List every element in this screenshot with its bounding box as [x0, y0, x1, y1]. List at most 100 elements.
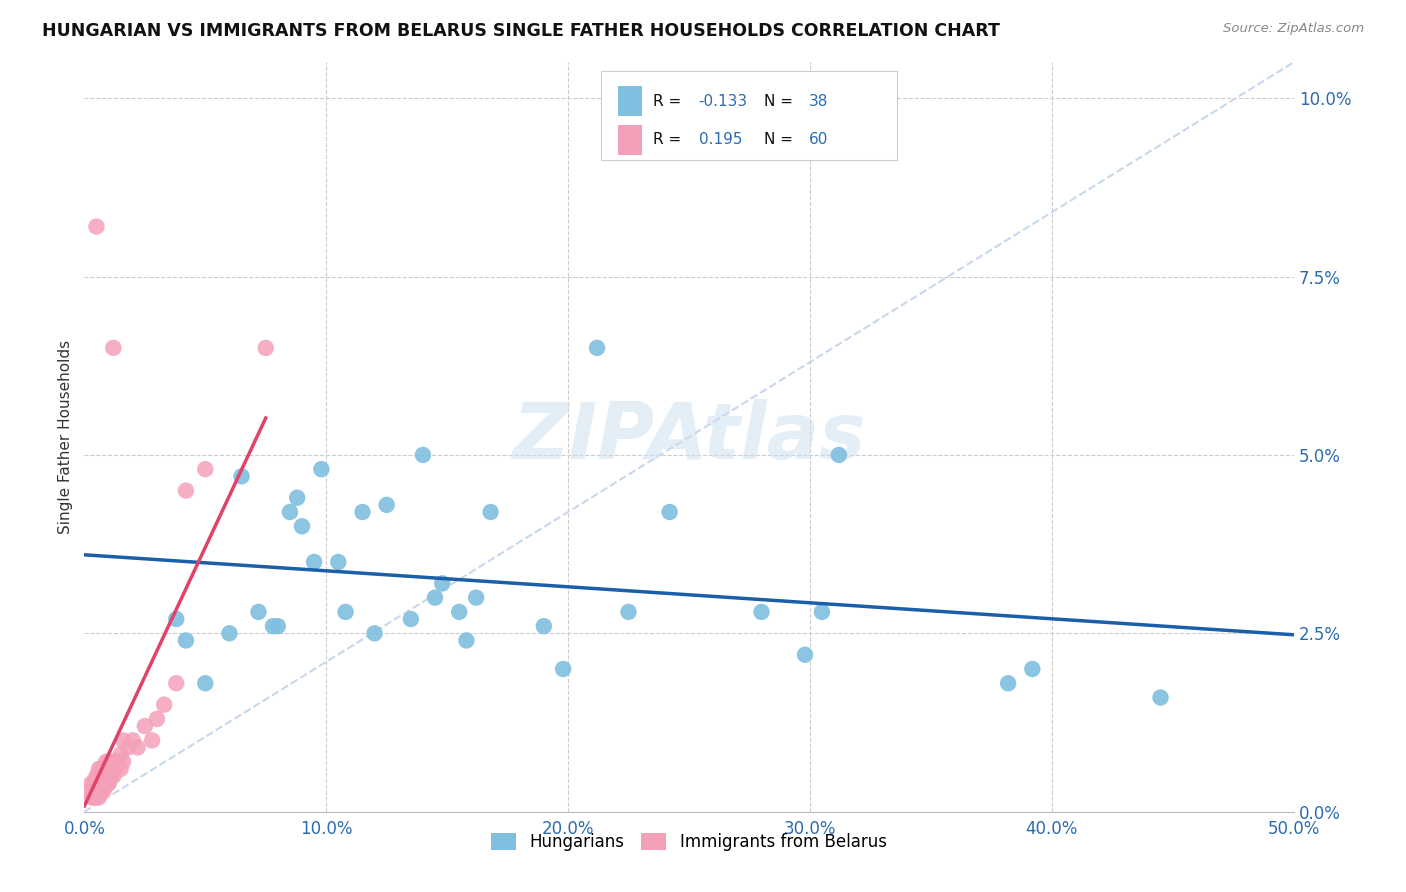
Point: [165, 612, 187, 626]
Text: 38: 38: [808, 94, 828, 109]
Point: [97, 776, 120, 790]
Point: [375, 498, 398, 512]
Point: [104, 762, 127, 776]
Point: [174, 633, 197, 648]
Point: [267, 619, 290, 633]
Point: [97, 762, 120, 776]
Point: [97, 755, 120, 769]
Point: [533, 619, 555, 633]
Point: [80, 776, 103, 790]
Point: [94, 762, 117, 776]
Point: [194, 462, 217, 476]
Point: [86, 783, 108, 797]
FancyBboxPatch shape: [617, 125, 641, 155]
Point: [302, 555, 325, 569]
Point: [112, 755, 135, 769]
Point: [77, 783, 100, 797]
Point: [412, 448, 434, 462]
Point: [86, 769, 108, 783]
Point: [794, 648, 817, 662]
Point: [194, 676, 217, 690]
Point: [423, 591, 446, 605]
Point: [153, 698, 176, 712]
Point: [104, 755, 127, 769]
Point: [1149, 690, 1171, 705]
Point: [103, 769, 125, 783]
Point: [87, 783, 110, 797]
Point: [479, 505, 502, 519]
Point: [449, 605, 471, 619]
Point: [90, 783, 112, 797]
Point: [328, 555, 350, 569]
Text: HUNGARIAN VS IMMIGRANTS FROM BELARUS SINGLE FATHER HOUSEHOLDS CORRELATION CHART: HUNGARIAN VS IMMIGRANTS FROM BELARUS SIN…: [42, 22, 1000, 40]
Point: [103, 341, 125, 355]
Point: [83, 776, 105, 790]
Point: [291, 519, 314, 533]
Point: [285, 491, 308, 505]
Text: ZIPAtlas: ZIPAtlas: [512, 399, 866, 475]
Point: [93, 769, 115, 783]
Point: [811, 605, 834, 619]
Point: [658, 505, 681, 519]
Point: [146, 712, 169, 726]
Point: [80, 790, 103, 805]
Text: Source: ZipAtlas.com: Source: ZipAtlas.com: [1223, 22, 1364, 36]
Point: [1021, 662, 1043, 676]
Point: [83, 790, 105, 805]
Point: [104, 762, 127, 776]
Y-axis label: Single Father Households: Single Father Households: [58, 340, 73, 534]
Point: [751, 605, 773, 619]
Point: [103, 755, 125, 769]
Point: [352, 505, 374, 519]
Point: [87, 790, 110, 805]
Point: [586, 341, 609, 355]
Point: [87, 762, 110, 776]
Point: [553, 662, 575, 676]
Point: [94, 776, 117, 790]
Point: [110, 747, 132, 762]
Point: [107, 755, 129, 769]
Text: 0.195: 0.195: [699, 132, 742, 147]
Point: [311, 462, 333, 476]
Text: N =: N =: [763, 94, 797, 109]
FancyBboxPatch shape: [617, 87, 641, 116]
Point: [94, 755, 117, 769]
Point: [363, 626, 385, 640]
Point: [90, 783, 112, 797]
Point: [254, 341, 277, 355]
Point: [97, 769, 120, 783]
Point: [247, 605, 270, 619]
Point: [112, 733, 135, 747]
Point: [141, 733, 163, 747]
Text: N =: N =: [763, 132, 797, 147]
Point: [121, 733, 143, 747]
Point: [165, 676, 187, 690]
Point: [93, 776, 115, 790]
Point: [90, 769, 112, 783]
Point: [86, 776, 108, 790]
Point: [432, 576, 454, 591]
Point: [218, 626, 240, 640]
Point: [100, 769, 122, 783]
Point: [828, 448, 851, 462]
Point: [262, 619, 284, 633]
Point: [93, 783, 115, 797]
Point: [456, 633, 478, 648]
Point: [86, 219, 108, 234]
Point: [90, 769, 112, 783]
Point: [174, 483, 197, 498]
Point: [278, 505, 301, 519]
Text: -0.133: -0.133: [699, 94, 748, 109]
Point: [83, 783, 105, 797]
Point: [335, 605, 357, 619]
Point: [100, 762, 122, 776]
Point: [90, 776, 112, 790]
Point: [90, 762, 112, 776]
Text: R =: R =: [652, 94, 686, 109]
Point: [997, 676, 1019, 690]
Point: [87, 776, 110, 790]
Text: 60: 60: [808, 132, 828, 147]
Point: [86, 790, 108, 805]
Point: [110, 762, 132, 776]
FancyBboxPatch shape: [600, 71, 897, 160]
